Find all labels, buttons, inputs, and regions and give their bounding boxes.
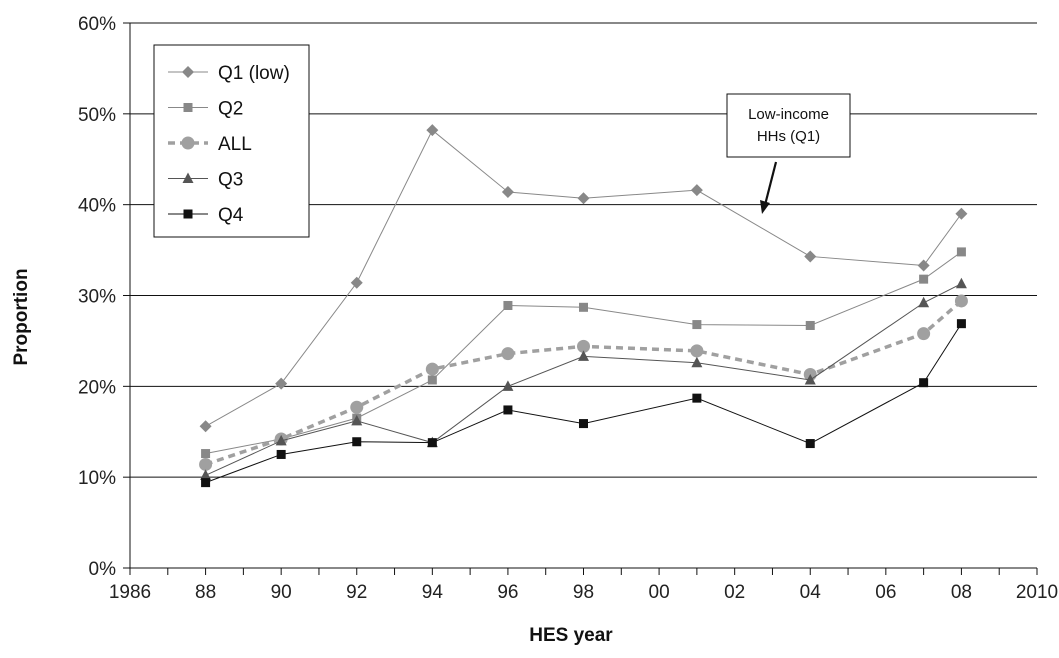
series-line — [205, 323, 962, 484]
x-tick-label: 98 — [573, 582, 594, 603]
x-tick-label: 92 — [346, 582, 367, 603]
legend: Q1 (low) Q2 ALL Q3 Q4 — [153, 44, 310, 238]
data-point-triangle — [502, 380, 514, 391]
data-point-circle — [577, 339, 590, 353]
x-tick-label: 08 — [951, 582, 972, 603]
data-point-triangle — [691, 356, 703, 368]
data-point-diamond — [182, 66, 194, 78]
data-point-square — [183, 209, 193, 219]
data-point-triangle — [351, 414, 363, 426]
data-point-triangle — [918, 296, 930, 308]
data-point-square — [503, 300, 513, 310]
data-point-triangle — [578, 350, 589, 361]
legend-entry-label: Q3 — [218, 170, 243, 191]
data-point-circle — [350, 400, 364, 414]
x-tick-label: 94 — [422, 582, 444, 603]
data-point-square — [201, 478, 211, 488]
data-point-diamond — [426, 124, 439, 137]
y-tick-label: 10% — [78, 468, 116, 489]
data-point-triangle — [182, 172, 194, 183]
data-point-triangle — [200, 469, 212, 480]
y-tick-label: 40% — [78, 196, 116, 217]
legend-entry-label: ALL — [218, 134, 252, 155]
data-point-square — [427, 438, 437, 448]
data-point-square — [919, 274, 929, 284]
x-tick-label: 2010 — [1016, 582, 1058, 603]
x-tick-label: 02 — [724, 582, 745, 603]
data-point-square — [276, 449, 286, 459]
series-line — [205, 251, 962, 455]
annotation-arrow — [763, 161, 778, 206]
annotation-arrow-highlight — [766, 161, 779, 206]
series-q1-low — [199, 124, 968, 433]
data-point-square — [956, 319, 966, 329]
data-point-triangle — [955, 277, 967, 289]
data-point-square — [427, 375, 437, 385]
data-point-diamond — [804, 250, 817, 263]
annotation: Low-income HHs (Q1) — [726, 93, 851, 214]
legend-entry-label: Q1 (low) — [218, 63, 290, 84]
data-point-circle — [954, 294, 968, 308]
data-point-square — [579, 419, 588, 429]
data-point-square — [352, 437, 362, 447]
x-tick-label: 96 — [497, 582, 518, 603]
x-tick-label: 06 — [875, 582, 896, 603]
annotation-label: HHs (Q1) — [757, 128, 820, 145]
y-tick-label: 20% — [78, 377, 116, 398]
data-point-circle — [917, 327, 931, 341]
data-point-square — [692, 393, 702, 403]
y-tick-label: 30% — [78, 287, 116, 308]
legend-entry-label: Q2 — [218, 99, 243, 120]
data-point-square — [183, 103, 193, 112]
data-point-diamond — [690, 184, 703, 197]
series-lines — [199, 124, 968, 488]
data-point-diamond — [350, 276, 363, 289]
data-point-square — [579, 302, 588, 312]
annotation-arrow-head — [760, 200, 770, 214]
data-point-triangle — [275, 434, 287, 446]
axes — [123, 22, 1038, 575]
y-tick-label: 60% — [78, 14, 116, 35]
y-tick-label: 50% — [78, 105, 116, 126]
data-point-square — [919, 378, 929, 388]
data-point-diamond — [917, 259, 930, 272]
series-line — [205, 299, 963, 467]
annotation-box — [726, 93, 851, 158]
series-line — [205, 283, 962, 476]
data-point-circle — [181, 136, 195, 150]
series-q4 — [201, 319, 966, 488]
data-point-circle — [425, 362, 439, 376]
data-point-square — [805, 320, 815, 330]
y-tick-label: 0% — [89, 559, 117, 580]
data-point-square — [503, 405, 513, 415]
data-point-circle — [501, 347, 515, 361]
data-point-square — [201, 449, 211, 459]
data-point-square — [956, 247, 966, 257]
series-line — [205, 129, 962, 427]
tick-labels: 0% 10% 20% 30% 40% 50% 60% 1986 88 90 92 94 96 98 00 02… — [78, 14, 1058, 603]
data-point-square — [805, 439, 815, 449]
series-all — [199, 294, 968, 471]
data-point-circle — [199, 457, 213, 471]
x-tick-label: 90 — [271, 582, 292, 603]
x-tick-label: 04 — [800, 582, 822, 603]
data-point-diamond — [577, 192, 590, 205]
x-axis-title: HES year — [529, 625, 613, 646]
y-axis-title: Proportion — [11, 268, 32, 365]
x-tick-label: 00 — [649, 582, 670, 603]
annotation-label: Low-income — [748, 106, 829, 123]
data-point-square — [692, 320, 702, 330]
legend-entry-label: Q4 — [218, 205, 244, 226]
data-point-triangle — [804, 373, 816, 385]
data-point-diamond — [275, 377, 288, 390]
x-tick-label: 1986 — [109, 582, 151, 603]
data-point-diamond — [199, 420, 212, 433]
legend-box — [153, 44, 310, 238]
data-point-diamond — [501, 185, 514, 198]
x-tick-label: 88 — [195, 582, 216, 603]
data-point-diamond — [955, 207, 968, 220]
data-point-circle — [690, 344, 704, 358]
